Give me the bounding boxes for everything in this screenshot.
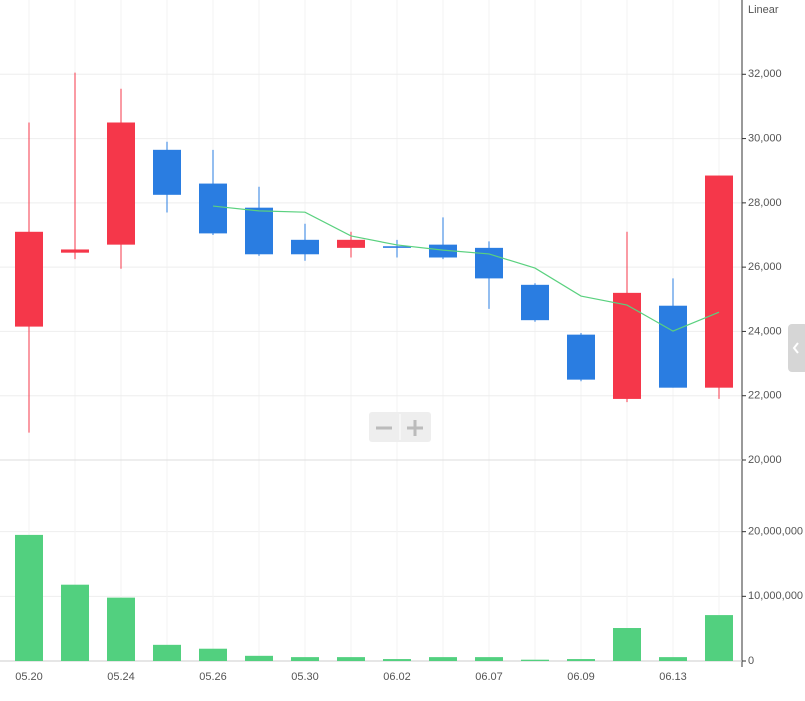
- y-tick-label: 32,000: [748, 68, 782, 80]
- x-tick-label: 05.20: [15, 671, 43, 683]
- side-tab-arrow[interactable]: [792, 342, 799, 354]
- candle-body: [705, 175, 733, 388]
- candle-body: [429, 244, 457, 258]
- volume-bar: [61, 584, 89, 661]
- y-tick-label: 22,000: [748, 390, 782, 402]
- volume-bar: [659, 657, 687, 661]
- candle-body: [475, 247, 503, 279]
- volume-bar: [199, 648, 227, 661]
- candle-body: [521, 284, 549, 321]
- volume-bar: [153, 644, 181, 661]
- candle-body: [383, 246, 411, 248]
- volume-bar: [245, 655, 273, 661]
- candle-body: [107, 122, 135, 245]
- x-tick-label: 06.09: [567, 671, 595, 683]
- candle-body: [337, 239, 365, 248]
- volume-bar: [291, 657, 319, 661]
- volume-bar: [567, 659, 595, 661]
- volume-bar: [613, 628, 641, 661]
- volume-bar: [383, 659, 411, 661]
- volume-bar: [429, 657, 457, 661]
- candle-body: [61, 249, 89, 253]
- candle-body: [199, 183, 227, 234]
- side-tab-bg[interactable]: [788, 324, 805, 372]
- candle-body: [291, 239, 319, 255]
- y-tick-label: 30,000: [748, 132, 782, 144]
- y-tick-label: 10,000,000: [748, 590, 803, 602]
- scale-label: Linear: [748, 4, 779, 16]
- side-tab[interactable]: [788, 324, 805, 372]
- zoom-controls[interactable]: [369, 412, 431, 442]
- y-tick-label: 28,000: [748, 197, 782, 209]
- candle-body: [245, 207, 273, 255]
- volume-bar: [521, 659, 549, 661]
- x-tick-label: 06.02: [383, 671, 411, 683]
- moving-average-line: [212, 205, 720, 332]
- volume-bar: [475, 657, 503, 661]
- candle-body: [153, 149, 181, 195]
- volume-bar: [337, 657, 365, 661]
- candle-body: [15, 231, 43, 327]
- x-tick-label: 05.24: [107, 671, 135, 683]
- y-tick-label: 24,000: [748, 325, 782, 337]
- candle-body: [613, 292, 641, 399]
- y-tick-label: 20,000,000: [748, 526, 803, 538]
- y-tick-label: 26,000: [748, 261, 782, 273]
- x-tick-label: 06.07: [475, 671, 503, 683]
- candle-body: [659, 305, 687, 388]
- y-tick-label: 20,000: [748, 454, 782, 466]
- candle-body: [567, 334, 595, 380]
- x-tick-label: 06.13: [659, 671, 687, 683]
- volume-bar: [107, 597, 135, 661]
- x-tick-label: 05.30: [291, 671, 319, 683]
- volume-bar: [15, 534, 43, 661]
- volume-bar: [705, 615, 733, 661]
- y-tick-label: 0: [748, 655, 754, 667]
- x-tick-label: 05.26: [199, 671, 227, 683]
